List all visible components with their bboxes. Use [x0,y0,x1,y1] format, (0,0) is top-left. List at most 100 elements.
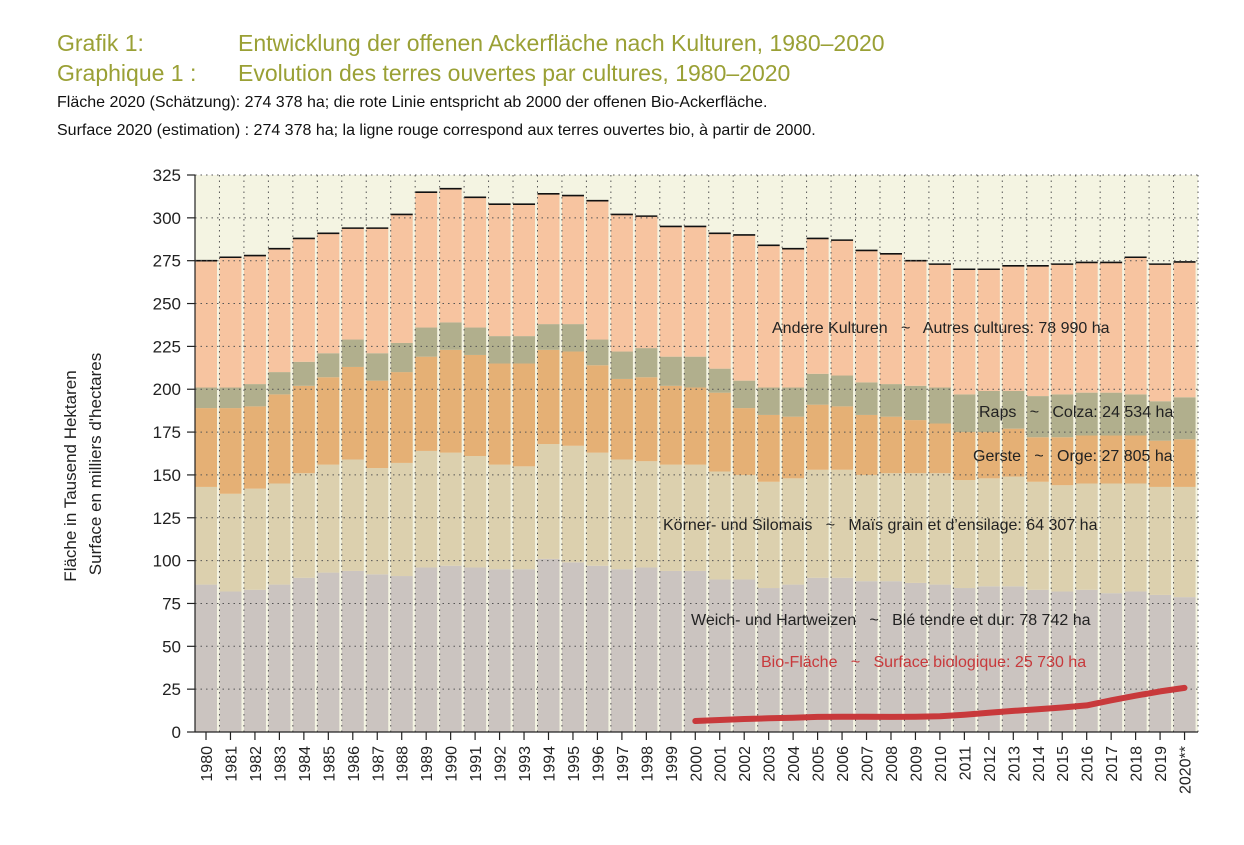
bar-segment-1988-s2 [390,372,413,463]
bar-segment-2003-s4 [757,245,780,388]
title-fr-text: Evolution des terres ouvertes par cultur… [238,60,791,86]
y-tick-label: 250 [153,295,181,314]
x-tick-label: 1984 [297,746,314,782]
bar-segment-2007-s1 [855,474,878,582]
bar-segment-1996-s3 [586,339,609,366]
bar-segment-1985-s1 [317,464,340,573]
bar-segment-2001-s4 [708,233,731,369]
y-tick-label: 0 [172,723,181,742]
y-tick-label: 25 [162,680,181,699]
y-tick-label: 100 [153,552,181,571]
bar-segment-2001-s2 [708,392,731,472]
bar-segment-2011-s1 [953,480,976,589]
bar-segment-2016-s4 [1075,262,1098,393]
bar-segment-2003-s2 [757,414,780,482]
bar-segment-1988-s1 [390,462,413,577]
bar-segment-1989-s0 [415,567,438,732]
x-tick-label: 2014 [1031,746,1048,782]
bar-segment-2019-s0 [1149,594,1172,732]
bar-segment-2014-s1 [1026,481,1049,590]
x-tick-label: 2008 [884,746,901,782]
bar-segment-2017-s1 [1100,483,1123,594]
bar-segment-2003-s0 [757,588,780,732]
bio-flaeche-line [692,684,1188,724]
bar-segment-2016-s3 [1075,392,1098,436]
title-fr: Graphique 1 : Evolution des terres ouvert… [57,60,790,87]
bar-segment-1982-s1 [243,488,266,590]
bar-segment-1990-s2 [439,349,462,453]
bar-segment-1992-s3 [488,336,511,364]
y-tick-label: 300 [153,209,181,228]
bar-segment-1988-s3 [390,342,413,373]
bar-segment-2017-s4 [1100,262,1123,393]
bar-segment-1984-s3 [292,361,315,386]
bar-segment-1995-s1 [561,445,584,563]
bar-segment-2000-s0 [684,570,707,732]
bar-segment-1995-s3 [561,324,584,352]
bar-segment-1993-s2 [513,363,536,467]
bar-segment-1983-s1 [268,483,291,585]
bar-segment-1987-s3 [366,353,389,381]
bar-segment-1981-s4 [219,257,242,388]
bar-segment-2006-s4 [831,240,854,376]
x-tick-label: 1995 [566,746,583,782]
bar-segment-1987-s1 [366,468,389,575]
bar-segment-1997-s4 [610,214,633,352]
bar-segment-2012-s4 [977,269,1000,391]
bar-segment-1987-s4 [366,228,389,354]
bar-segment-1991-s1 [464,456,487,568]
bar-segment-1993-s4 [513,204,536,337]
bar-segment-2015-s4 [1051,264,1074,395]
x-tick-label: 2002 [737,746,754,782]
bar-segment-1985-s2 [317,377,340,465]
x-tick-label: 2005 [811,746,828,782]
bar-segment-1998-s0 [635,567,658,732]
x-tick-label: 1997 [615,746,632,782]
bar-segment-1995-s4 [561,195,584,325]
bar-segment-2003-s1 [757,481,780,589]
bar-segment-1984-s1 [292,473,315,578]
x-tick-label: 2009 [908,746,925,782]
bar-segment-1982-s3 [243,384,266,407]
bar-segment-2008-s1 [879,473,902,582]
bar-segment-2004-s3 [782,387,805,417]
bar-segment-2011-s3 [953,394,976,433]
bar-segment-2015-s1 [1051,485,1074,592]
bar-segment-1999-s1 [659,464,682,571]
bar-segment-2002-s1 [733,474,756,580]
bar-segment-2015-s2 [1051,437,1074,486]
x-tick-label: 2004 [786,746,803,782]
x-tick-label: 1994 [542,746,559,782]
bar-segment-1999-s4 [659,226,682,357]
bar-segment-2009-s1 [904,473,927,583]
bar-segment-2012-s0 [977,586,1000,732]
bar-segment-1988-s4 [390,214,413,343]
bar-segment-1993-s3 [513,336,536,364]
subtitle-fr: Surface 2020 (estimation) : 274 378 ha; … [57,122,816,139]
bar-segment-1986-s1 [341,459,364,571]
bar-segment-2008-s4 [879,253,902,385]
bar-segment-1998-s3 [635,348,658,378]
bar-segment-2008-s2 [879,416,902,474]
title-de-text: Entwicklung der offenen Ackerfläche nach… [238,30,885,56]
x-tick-label: 1989 [419,746,436,782]
bar-segment-1994-s2 [537,349,560,445]
x-tick-label: 2010 [933,746,950,782]
x-tick-label: 2012 [982,746,999,782]
annotation-mais: Körner- und Silomais ~ Maïs grain et d’e… [663,517,1098,534]
x-tick-label: 1980 [199,746,216,782]
bar-segment-2016-s0 [1075,589,1098,732]
bar-segment-1980-s1 [195,486,218,585]
bar-segment-2004-s1 [782,478,805,585]
bar-segment-2014-s3 [1026,396,1049,438]
bar-segment-2018-s1 [1124,483,1147,592]
annotations-layer: Andere Kulturen ~ Autres cultures: 78 99… [61,320,1173,671]
bar-segment-2019-s4 [1149,264,1172,402]
bar-segment-1989-s1 [415,450,438,568]
bar-segment-1989-s3 [415,327,438,357]
bar-segment-1985-s4 [317,233,340,354]
bar-segment-1991-s0 [464,567,487,732]
bar-segment-2015-s0 [1051,591,1074,732]
x-tick-label: 2000 [688,746,705,782]
bar-segment-2002-s3 [733,380,756,409]
